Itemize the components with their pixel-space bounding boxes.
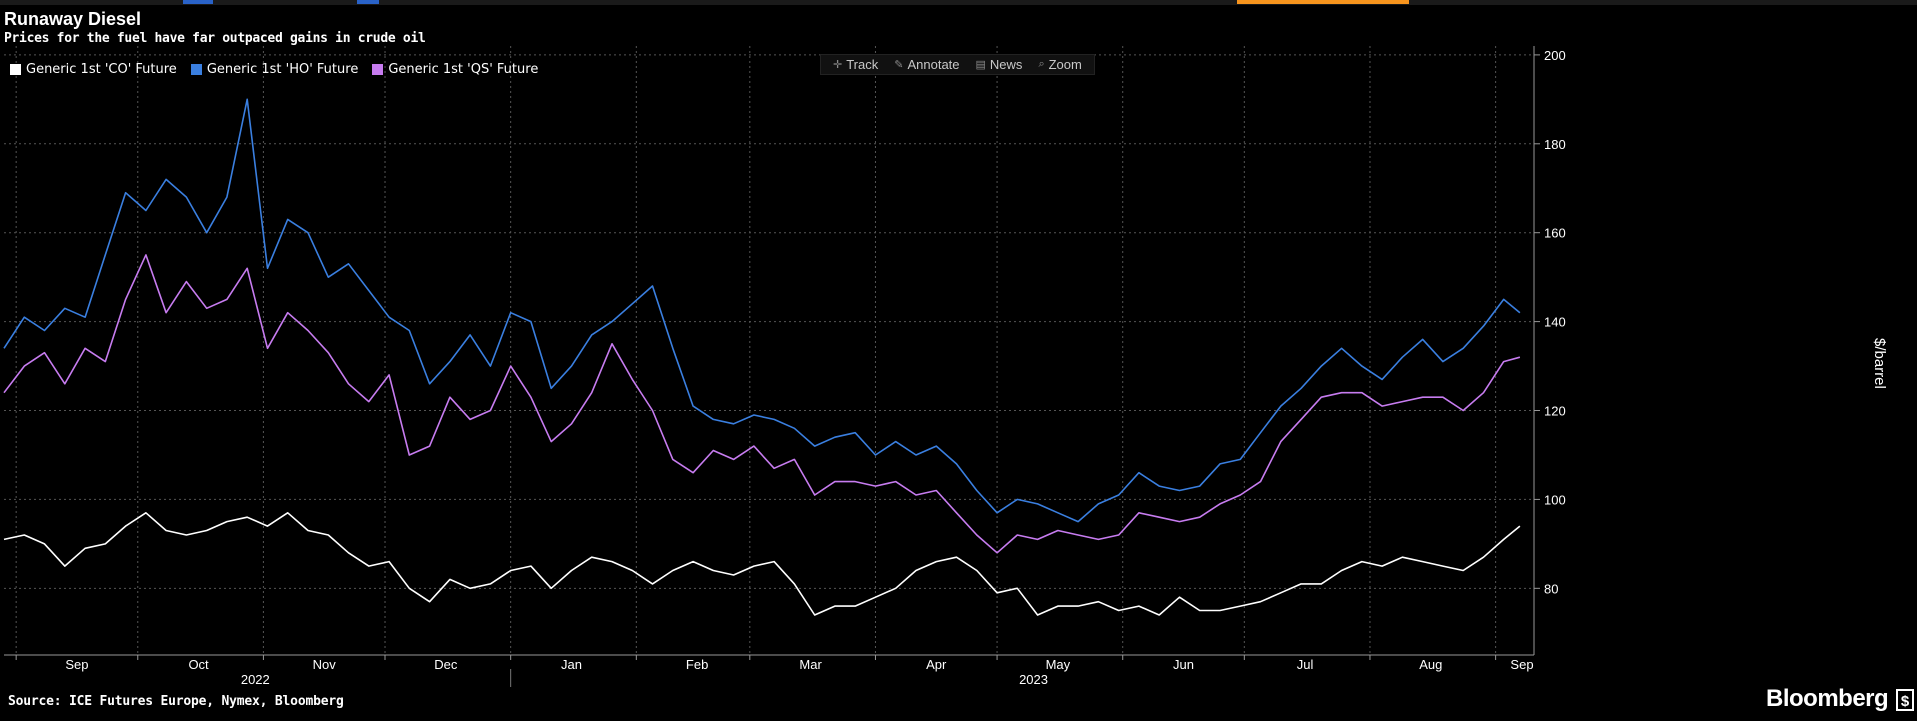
chart-subtitle: Prices for the fuel have far outpaced ga… <box>4 31 426 46</box>
x-tick-label: Apr <box>926 657 947 672</box>
x-tick-label: Jul <box>1297 657 1314 672</box>
news-label: News <box>989 57 1023 72</box>
x-tick-label: Jun <box>1173 657 1194 672</box>
legend-label-co: Generic 1st 'CO' Future <box>26 62 177 77</box>
series-line-ho <box>3 98 1521 523</box>
accent-bar <box>1237 0 1409 4</box>
x-tick-label: Sep <box>65 657 88 672</box>
y-tick-label: 200 <box>1544 48 1566 63</box>
legend-swatch-qs <box>372 64 384 75</box>
year-label: 2023 <box>1019 672 1048 687</box>
x-tick-label: Aug <box>1419 657 1442 672</box>
x-tick-label: Feb <box>686 657 708 672</box>
legend: Generic 1st 'CO' Future Generic 1st 'HO'… <box>10 62 538 77</box>
y-tick-label: 100 <box>1544 492 1566 507</box>
zoom-button[interactable]: ⌕ Zoom <box>1032 57 1087 72</box>
bloomberg-logo: Bloomberg <box>1766 685 1889 712</box>
x-tick-label: Jan <box>561 657 582 672</box>
x-tick-label: Oct <box>188 657 209 672</box>
chart-toolbar: ✛ Track ✎ Annotate ▤ News ⌕ Zoom <box>820 54 1095 75</box>
legend-item-co[interactable]: Generic 1st 'CO' Future <box>10 62 177 77</box>
zoom-label: Zoom <box>1048 57 1082 72</box>
series-line-co <box>3 511 1521 616</box>
chart-title: Runaway Diesel <box>4 9 142 29</box>
source-note: Source: ICE Futures Europe, Nymex, Bloom… <box>8 694 344 709</box>
x-tick-label: May <box>1046 657 1071 672</box>
y-tick-label: 180 <box>1544 137 1566 152</box>
legend-swatch-co <box>10 64 21 75</box>
x-tick-label: Sep <box>1510 657 1533 672</box>
legend-item-ho[interactable]: Generic 1st 'HO' Future <box>190 62 359 77</box>
news-button[interactable]: ▤ News <box>970 57 1029 72</box>
y-tick-label: 120 <box>1544 404 1566 419</box>
top-strip-tab <box>183 0 213 4</box>
news-icon: ▤ <box>975 59 986 71</box>
legend-label-ho: Generic 1st 'HO' Future <box>206 62 359 77</box>
legend-swatch-ho <box>190 64 202 75</box>
year-label: 2022 <box>241 672 270 687</box>
y-axis-label: $/barrel <box>1871 338 1888 389</box>
pencil-icon: ✎ <box>894 59 904 71</box>
crosshair-icon: ✛ <box>833 59 843 71</box>
legend-item-qs[interactable]: Generic 1st 'QS' Future <box>372 62 538 77</box>
annotate-button[interactable]: ✎ Annotate <box>888 57 965 72</box>
track-label: Track <box>846 57 879 72</box>
track-button[interactable]: ✛ Track <box>827 57 884 72</box>
legend-label-qs: Generic 1st 'QS' Future <box>388 62 539 77</box>
magnifier-icon: ⌕ <box>1038 58 1045 70</box>
y-tick-label: 80 <box>1544 581 1558 596</box>
x-tick-label: Dec <box>434 657 458 672</box>
y-tick-label: 160 <box>1544 226 1566 241</box>
y-tick-label: 140 <box>1544 315 1566 330</box>
x-tick-label: Nov <box>313 657 337 672</box>
top-strip-tab <box>357 0 379 4</box>
top-strip <box>0 0 1917 5</box>
bloomberg-mark-icon: $ <box>1896 689 1914 711</box>
annotate-label: Annotate <box>907 57 960 72</box>
series-line-qs <box>3 254 1521 554</box>
x-tick-label: Mar <box>799 657 822 672</box>
